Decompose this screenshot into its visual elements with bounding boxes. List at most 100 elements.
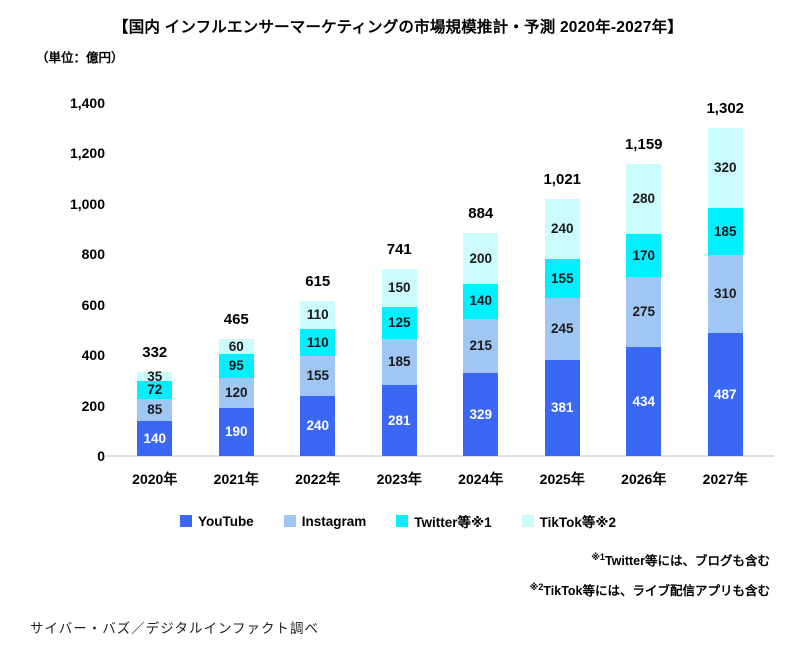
total-label: 465 bbox=[223, 310, 249, 328]
bar-column: 1,159 434 275 170 280 bbox=[603, 103, 685, 456]
y-axis: 1,400 1,200 1,000 800 600 400 200 0 bbox=[30, 95, 105, 464]
bar-segment: 150 bbox=[381, 269, 417, 308]
bar-column: 465 190 120 95 60 bbox=[196, 103, 278, 456]
stacked-bar: 487 310 185 320 bbox=[707, 127, 743, 456]
bar-segment-label: 240 bbox=[306, 418, 330, 433]
footnote-text: TikTok等には、ライブ配信アプリも含む bbox=[543, 584, 770, 598]
stacked-bar: 434 275 170 280 bbox=[626, 163, 662, 456]
legend-label: Twitter等※1 bbox=[414, 515, 492, 530]
footnote-text: Twitter等には、ブログも含む bbox=[604, 554, 770, 568]
bar-segment: 240 bbox=[544, 198, 580, 260]
bar-segment-label: 185 bbox=[387, 354, 411, 370]
bar-segment: 320 bbox=[707, 127, 743, 209]
x-axis-line bbox=[106, 455, 774, 457]
bar-segment: 155 bbox=[544, 259, 580, 299]
bar-segment-label: 280 bbox=[632, 191, 656, 207]
legend-item: YouTube bbox=[179, 511, 254, 531]
bar-segment-label: 434 bbox=[632, 393, 656, 409]
legend-swatch bbox=[283, 515, 296, 527]
total-label: 884 bbox=[468, 205, 494, 223]
unit-label: （単位：億円） bbox=[36, 51, 124, 65]
footnote-line: ※1Twitter等には、ブログも含む bbox=[530, 550, 770, 569]
bar-segment: 95 bbox=[218, 353, 254, 378]
legend-item: Instagram bbox=[283, 511, 367, 531]
bar-segment: 310 bbox=[707, 255, 743, 334]
bar-segment-label: 487 bbox=[713, 386, 737, 402]
y-tick-label: 1,400 bbox=[69, 95, 105, 111]
legend-item: Twitter等※1 bbox=[396, 511, 492, 531]
bar-segment: 140 bbox=[463, 283, 499, 319]
legend-swatch bbox=[521, 515, 534, 527]
x-tick-label: 2020年 bbox=[132, 471, 178, 487]
x-tick-label: 2023年 bbox=[376, 471, 422, 487]
footnote-marker: ※2 bbox=[529, 581, 544, 592]
bar-segment: 487 bbox=[707, 333, 743, 456]
bar-segment: 190 bbox=[218, 408, 254, 456]
x-tick-label: 2025年 bbox=[539, 471, 585, 487]
bar-segment-label: 190 bbox=[224, 424, 248, 440]
total-label: 1,302 bbox=[706, 99, 745, 117]
legend-label: YouTube bbox=[197, 513, 254, 529]
bar-segment: 170 bbox=[626, 234, 662, 278]
bar-segment: 215 bbox=[463, 318, 499, 373]
legend-swatch bbox=[396, 515, 409, 527]
bar-segment: 275 bbox=[626, 277, 662, 347]
stacked-bar: 240 155 110 110 bbox=[300, 301, 336, 456]
y-tick-label: 800 bbox=[81, 246, 105, 263]
bar-segment-label: 245 bbox=[550, 321, 574, 337]
bar-segment: 185 bbox=[707, 208, 743, 256]
bar-segment: 85 bbox=[137, 399, 173, 421]
bar-segment: 72 bbox=[137, 381, 173, 400]
stacked-bar: 329 215 140 200 bbox=[463, 233, 499, 456]
total-label: 1,159 bbox=[624, 135, 663, 153]
bar-segment-label: 155 bbox=[306, 368, 330, 384]
total-label: 741 bbox=[386, 241, 412, 259]
x-tick-label: 2027年 bbox=[702, 471, 748, 487]
legend-swatch bbox=[179, 515, 192, 527]
bar-column: 1,302 487 310 185 320 bbox=[685, 99, 767, 456]
bar-segment: 329 bbox=[463, 373, 499, 456]
x-tick-label: 2021年 bbox=[213, 471, 259, 487]
y-tick-label: 1,000 bbox=[69, 195, 105, 212]
total-label: 1,021 bbox=[543, 170, 582, 188]
bar-segment: 35 bbox=[137, 370, 173, 383]
legend-label: TikTok等※2 bbox=[539, 515, 617, 530]
y-tick-label: 200 bbox=[81, 397, 105, 414]
y-tick-label: 0 bbox=[97, 448, 105, 464]
bar-segment: 110 bbox=[300, 301, 336, 329]
y-tick-label: 400 bbox=[81, 347, 105, 364]
x-tick-label: 2024年 bbox=[458, 471, 504, 487]
bar-segment: 60 bbox=[218, 338, 254, 354]
bar-segment-label: 72 bbox=[147, 382, 163, 398]
bar-segment-label: 60 bbox=[228, 338, 244, 354]
y-tick-label: 600 bbox=[81, 296, 105, 313]
x-tick-label: 2026年 bbox=[621, 471, 667, 487]
bar-segment-label: 240 bbox=[550, 221, 574, 237]
y-tick-label: 1,200 bbox=[69, 145, 105, 162]
x-axis: 2020年 2021年 2022年 2023年 2024年 2025年 2026年 2027年 bbox=[114, 469, 766, 489]
footnotes: ※1Twitter等には、ブログも含む ※2TikTok等には、ライブ配信アプリも… bbox=[530, 550, 770, 610]
bar-column: 332 140 85 72 35 bbox=[114, 103, 196, 456]
bar-segment: 381 bbox=[544, 359, 580, 456]
bar-segment: 281 bbox=[381, 385, 417, 456]
bar-column: 741 281 185 125 150 bbox=[359, 103, 441, 456]
bar-segment-label: 275 bbox=[632, 304, 656, 320]
bar-segment-label: 85 bbox=[147, 402, 163, 418]
stacked-bar: 381 245 155 240 bbox=[544, 198, 580, 456]
bar-segment-label: 150 bbox=[387, 280, 411, 296]
bar-segment: 140 bbox=[137, 420, 173, 456]
bar-segment-label: 120 bbox=[224, 385, 248, 401]
bar-segment: 110 bbox=[300, 328, 336, 357]
bar-segment-label: 281 bbox=[387, 412, 411, 428]
bar-segment-label: 329 bbox=[469, 406, 493, 422]
bar-segment: 280 bbox=[626, 163, 662, 235]
bar-segment-label: 200 bbox=[469, 250, 493, 266]
bar-segment: 245 bbox=[544, 298, 580, 360]
legend-label: Instagram bbox=[301, 513, 367, 529]
bar-segment-label: 110 bbox=[306, 307, 329, 323]
bar-segment-label: 185 bbox=[713, 223, 737, 239]
bar-segment-label: 140 bbox=[469, 293, 493, 309]
bar-segment: 185 bbox=[381, 338, 417, 386]
bar-segment-label: 155 bbox=[550, 270, 574, 286]
